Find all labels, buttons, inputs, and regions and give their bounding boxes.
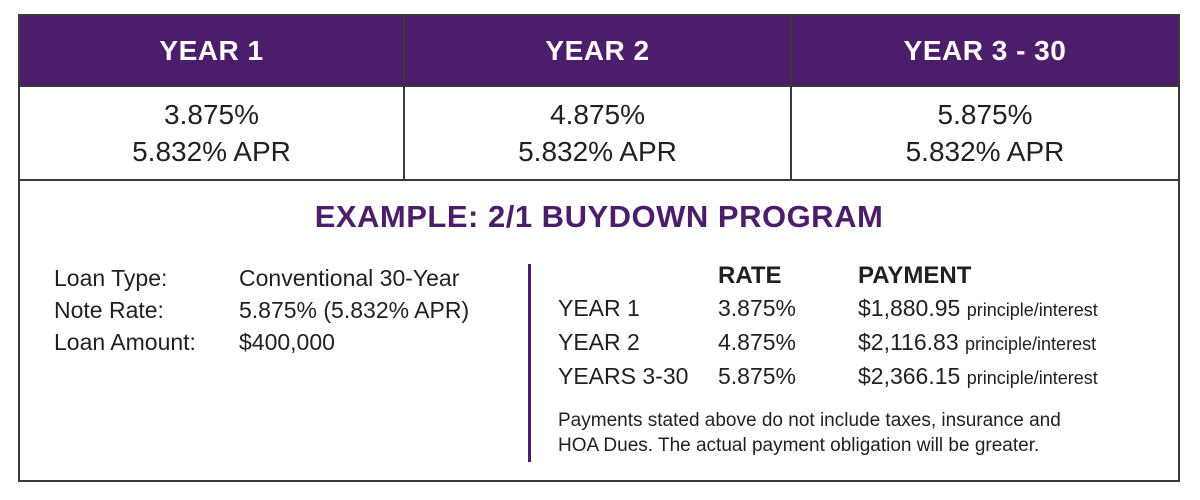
- header-year-3-30: YEAR 3 - 30: [903, 34, 1067, 66]
- rate-value: 4.875%: [718, 329, 797, 355]
- rate-row: 3.875% 5.832% APR 4.875% 5.832% APR 5.87…: [20, 85, 1178, 181]
- loan-details: Loan Type: Conventional 30-Year Note Rat…: [54, 262, 469, 358]
- payment-column-header: PAYMENT: [858, 262, 972, 289]
- payment-cell: $2,366.15 principle/interest: [858, 360, 1098, 394]
- section-divider: [528, 264, 531, 462]
- rate-value: 4.875%: [550, 99, 645, 130]
- detail-value: Conventional 30-Year: [239, 265, 460, 291]
- buydown-table: YEAR 1 YEAR 2 YEAR 3 - 30 3.875% 5.832% …: [18, 14, 1180, 482]
- payment-row-year-2: YEAR 2 4.875% $2,116.83 principle/intere…: [558, 326, 1098, 360]
- apr-value: 5.832% APR: [132, 136, 291, 167]
- header-row: YEAR 1 YEAR 2 YEAR 3 - 30: [20, 16, 1178, 85]
- year-label: YEARS 3-30: [558, 363, 689, 389]
- header-year-1: YEAR 1: [20, 16, 405, 85]
- apr-value: 5.832% APR: [518, 136, 677, 167]
- year-label: YEAR 2: [558, 329, 640, 355]
- payment-amount: $2,116.83: [858, 329, 959, 355]
- rate-cell-year-2: 4.875% 5.832% APR: [405, 87, 792, 179]
- rate-value: 5.875%: [937, 99, 1033, 130]
- rate-value: 3.875%: [718, 295, 797, 321]
- detail-label: Loan Amount:: [54, 329, 196, 355]
- payment-table: RATE PAYMENT YEAR 1 3.875% $1,880.95 pri…: [558, 260, 1098, 394]
- payment-table-header: RATE PAYMENT: [558, 260, 1098, 292]
- rate-cell-year-1: 3.875% 5.832% APR: [20, 87, 405, 179]
- rate-column-header: RATE: [718, 262, 782, 289]
- disclaimer: Payments stated above do not include tax…: [558, 408, 1158, 458]
- loan-amount-row: Loan Amount: $400,000: [54, 326, 469, 358]
- payment-amount: $2,366.15: [858, 363, 961, 389]
- note-rate-row: Note Rate: 5.875% (5.832% APR): [54, 294, 469, 326]
- rate-value: 3.875%: [164, 99, 259, 130]
- payment-cell: $2,116.83 principle/interest: [858, 326, 1096, 360]
- apr-value: 5.832% APR: [905, 136, 1065, 167]
- payment-cell: $1,880.95 principle/interest: [858, 292, 1098, 326]
- disclaimer-line: HOA Dues. The actual payment obligation …: [558, 435, 1040, 456]
- payment-note: principle/interest: [965, 334, 1097, 354]
- rate-cell-year-3-30: 5.875% 5.832% APR: [792, 87, 1178, 179]
- detail-label: Note Rate:: [54, 297, 164, 323]
- payment-note: principle/interest: [966, 300, 1098, 320]
- header-year-2: YEAR 2: [405, 16, 792, 85]
- detail-value: $400,000: [239, 329, 335, 355]
- payment-row-year-1: YEAR 1 3.875% $1,880.95 principle/intere…: [558, 292, 1098, 326]
- loan-type-row: Loan Type: Conventional 30-Year: [54, 262, 469, 294]
- detail-value: 5.875% (5.832% APR): [239, 297, 470, 323]
- year-label: YEAR 1: [558, 295, 640, 321]
- detail-label: Loan Type:: [54, 265, 168, 291]
- disclaimer-line: Payments stated above do not include tax…: [558, 410, 1061, 431]
- payment-amount: $1,880.95: [858, 295, 961, 321]
- payment-row-years-3-30: YEARS 3-30 5.875% $2,366.15 principle/in…: [558, 360, 1098, 394]
- payment-note: principle/interest: [966, 368, 1098, 388]
- rate-value: 5.875%: [718, 363, 797, 389]
- example-title: EXAMPLE: 2/1 BUYDOWN PROGRAM: [314, 199, 884, 234]
